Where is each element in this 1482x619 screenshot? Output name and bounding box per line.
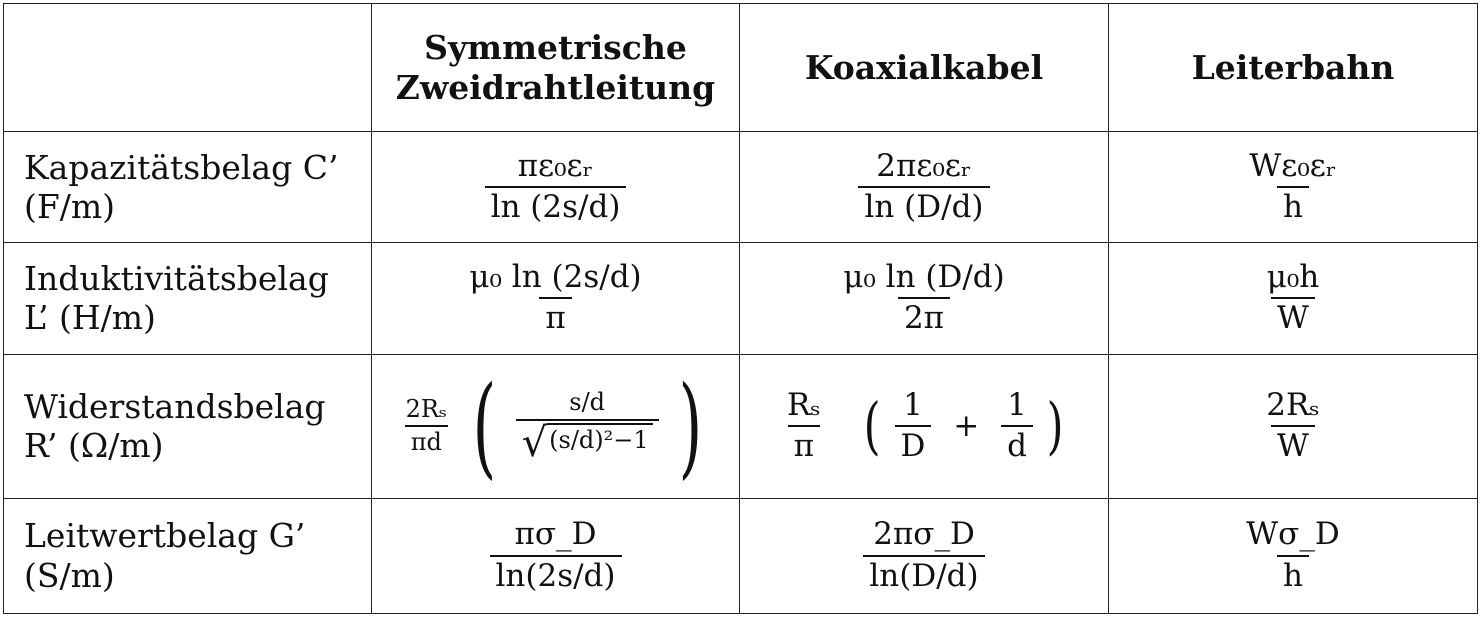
denominator: √ (s/d)²−1 [515,418,659,466]
denominator: h [1277,554,1309,595]
fraction: Wε₀εᵣ h [1243,147,1342,226]
formula-cell: 2Rₛ πd ( s/d √ (s/d)²−1 ) [371,353,740,499]
fraction: 2πσ_D ln(D/d) [863,516,985,595]
formula-cell: Wσ_D h [1108,497,1478,615]
fraction: πε₀εᵣ ln (2s/d) [484,147,627,226]
formula-cell: 2Rₛ W [1108,353,1478,499]
denominator: ln(2s/d) [489,554,622,595]
prefactor-fraction: Rₛ π [781,386,827,465]
formula-cell: πε₀εᵣ ln (2s/d) [371,131,740,244]
table-row: Leitwertbelag G’ (S/m) πσ_D ln(2s/d) 2πσ… [3,497,1478,615]
denominator: W [1271,425,1315,465]
formula-cell: 2πσ_D ln(D/d) [739,497,1109,615]
denominator: D [894,425,932,465]
header-empty-cell [3,2,372,133]
numerator: s/d [569,388,606,417]
fraction: 1 d [1001,386,1033,465]
left-paren: ( [472,362,497,491]
denominator: W [1271,297,1315,337]
numerator: πε₀εᵣ [517,147,594,184]
fraction: μ₀ ln (D/d) 2π [837,258,1011,337]
numerator: 2Rₛ [405,394,447,423]
formula-cell: Rₛ π ( 1 D + 1 d ) [739,353,1109,499]
fraction: μ₀h W [1261,258,1326,337]
row-label-line1: Widerstandsbelag [24,386,326,426]
denominator: ln(D/d) [863,554,985,595]
row-label-line2: L’ (H/m) [24,298,156,338]
numerator: μ₀h [1266,258,1320,295]
header-line2: Zweidrahtleitung [395,67,716,107]
numerator: 1 [1007,386,1027,423]
table-row: Induktivitätsbelag L’ (H/m) μ₀ ln (2s/d)… [3,242,1478,355]
formula-cell: μ₀ ln (D/d) 2π [739,242,1109,355]
formula-cell: Wε₀εᵣ h [1108,131,1478,244]
row-label-line2: (S/m) [24,555,115,595]
header-row: Symmetrische Zweidrahtleitung Koaxialkab… [3,2,1478,133]
denominator: 2π [897,297,951,337]
numerator: πσ_D [514,516,597,553]
row-label: Kapazitätsbelag C’ (F/m) [3,131,372,244]
fraction: 2πε₀εᵣ ln (D/d) [858,147,990,226]
denominator: ln (2s/d) [484,186,627,226]
row-label: Widerstandsbelag R’ (Ω/m) [3,353,372,499]
table-row: Kapazitätsbelag C’ (F/m) πε₀εᵣ ln (2s/d)… [3,131,1478,244]
formula-cell: μ₀h W [1108,242,1478,355]
formula-cell: 2πε₀εᵣ ln (D/d) [739,131,1109,244]
header-koaxialkabel: Koaxialkabel [739,2,1109,133]
inner-fraction: s/d √ (s/d)²−1 [515,388,659,466]
denominator: π [787,425,821,465]
header-line1: Symmetrische [424,28,687,67]
denominator: πd [404,425,448,457]
formula-cell: πσ_D ln(2s/d) [371,497,740,615]
row-label-line1: Kapazitätsbelag C’ [24,147,339,187]
table-row: Widerstandsbelag R’ (Ω/m) 2Rₛ πd ( s/d √… [3,353,1478,499]
numerator: Wε₀εᵣ [1249,147,1337,184]
denominator: h [1277,186,1309,226]
numerator: μ₀ ln (2s/d) [469,258,642,295]
numerator: μ₀ ln (D/d) [843,258,1005,295]
denominator: π [539,297,572,337]
fraction: μ₀ ln (2s/d) π [463,258,647,337]
row-label-line2: R’ (Ω/m) [24,426,164,466]
numerator: Rₛ [786,386,821,423]
right-paren: ) [1046,389,1064,463]
row-label-line1: Leitwertbelag G’ [24,516,306,556]
header-leiterbahn: Leiterbahn [1108,2,1478,133]
row-label-line2: (F/m) [24,187,116,227]
numerator: Wσ_D [1246,516,1340,553]
row-label-line1: Induktivitätsbelag [24,258,329,298]
left-paren: ( [864,389,882,463]
square-root: √ (s/d)²−1 [521,419,653,466]
denominator: d [1001,425,1033,465]
fraction: Wσ_D h [1240,517,1345,594]
sqrt-body: (s/d)²−1 [547,422,653,463]
fraction: πσ_D ln(2s/d) [489,516,622,595]
numerator: 1 [903,386,923,423]
fraction: 1 D [894,386,932,465]
sqrt-icon: √ [521,419,548,466]
header-zweidrahtleitung: Symmetrische Zweidrahtleitung [371,2,740,133]
numerator: 2πε₀εᵣ [876,147,972,184]
right-paren: ) [678,362,702,491]
transmission-line-table: Symmetrische Zweidrahtleitung Koaxialkab… [3,2,1478,615]
numerator: 2Rₛ [1266,386,1320,423]
formula-cell: μ₀ ln (2s/d) π [371,242,740,355]
prefactor-fraction: 2Rₛ πd [400,394,453,457]
plus-sign: + [953,408,980,445]
numerator: 2πσ_D [873,516,975,553]
row-label: Induktivitätsbelag L’ (H/m) [3,242,372,355]
row-label: Leitwertbelag G’ (S/m) [3,497,372,615]
fraction: 2Rₛ W [1260,386,1326,465]
denominator: ln (D/d) [858,186,990,226]
